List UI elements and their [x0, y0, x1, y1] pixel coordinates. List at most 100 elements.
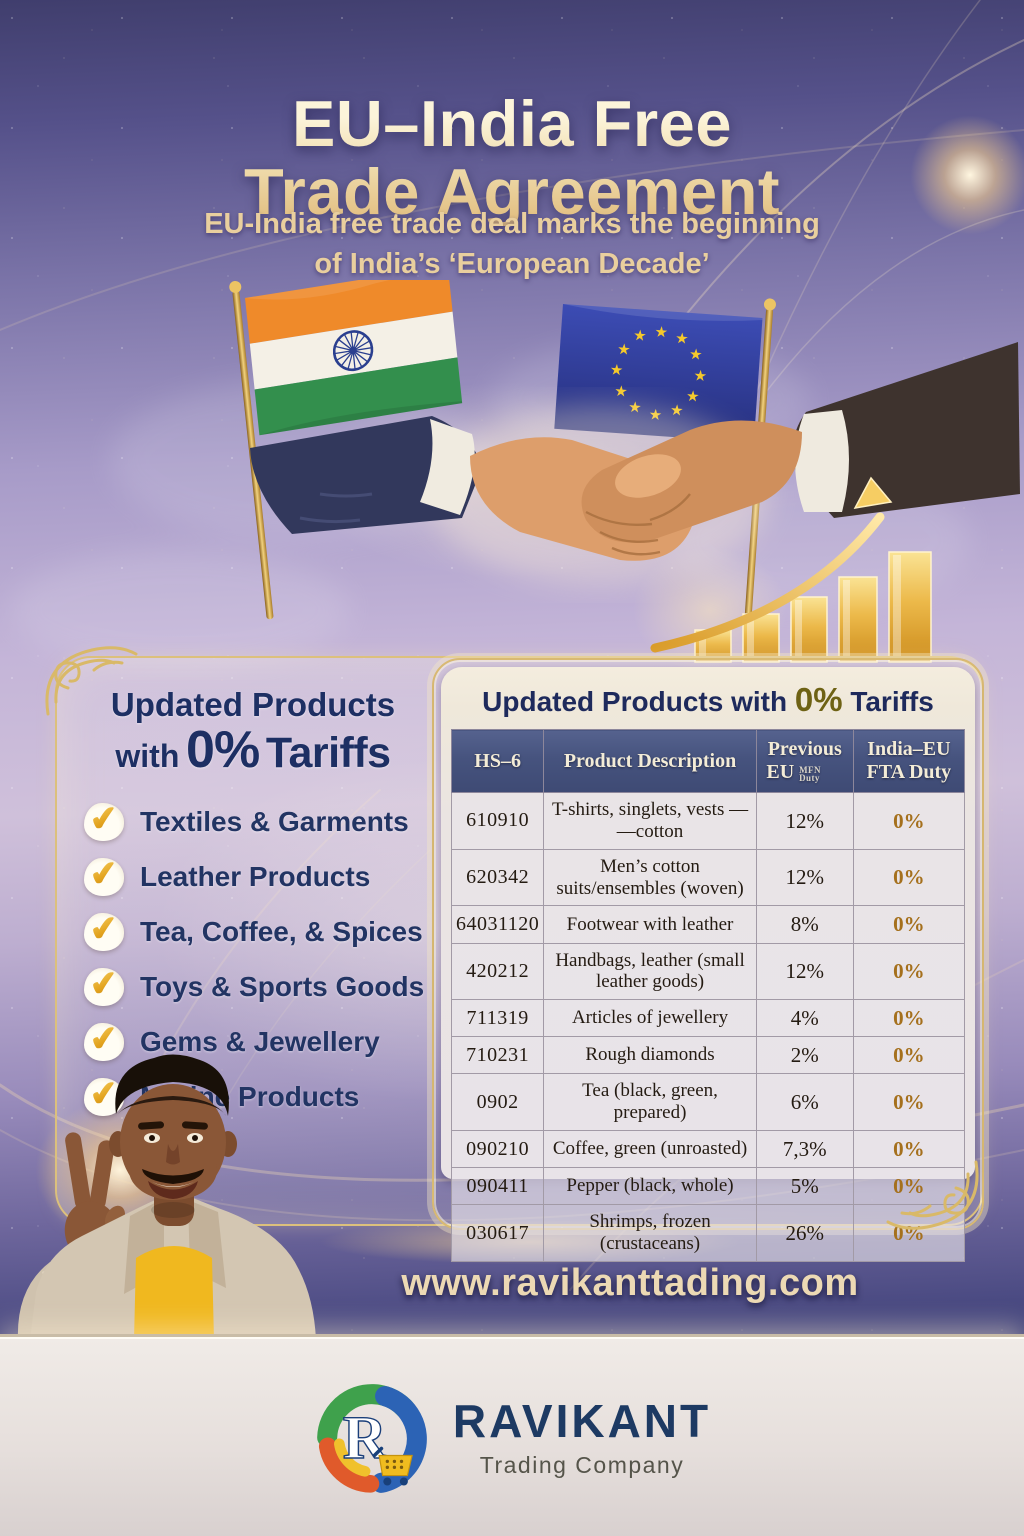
- benefit-item: ✔ Leather Products: [84, 854, 428, 897]
- column-header-fta-duty: India–EU FTA Duty: [852, 729, 966, 793]
- brand-tagline: Trading Company: [479, 1452, 685, 1478]
- checkmark-icon: ✔: [84, 854, 124, 897]
- column-header-previous-duty: Previous EU MFN Duty: [755, 729, 854, 793]
- checkmark-icon: ✔: [84, 1019, 124, 1062]
- fta-duty-cell: 0%: [852, 792, 966, 850]
- description-cell: Pepper (black, whole): [543, 1167, 757, 1206]
- table-row: 711319 Articles of jewellery 4% 0%: [450, 999, 966, 1038]
- svg-text:★: ★: [654, 322, 669, 341]
- hero-illustration: ★ ★★ ★★★ ★★★ ★★★: [10, 280, 1020, 670]
- fta-duty-cell: 0%: [852, 905, 966, 944]
- tariff-table-header: HS–6 Product Description Previous EU MFN …: [450, 729, 966, 793]
- description-cell: Rough diamonds: [543, 1036, 757, 1075]
- eu-stars: ★ ★★ ★★★ ★★★ ★★★: [609, 322, 708, 424]
- benefit-label: Marine Products: [140, 1081, 360, 1113]
- previous-duty-cell: 12%: [755, 792, 854, 850]
- brand-name: RAVIKANT: [452, 1395, 712, 1447]
- benefits-list: ✔ Textiles & Garments ✔ Leather Products ✔ Te…: [78, 799, 428, 1117]
- checkmark-icon: ✔: [84, 909, 124, 952]
- india-flag: [229, 280, 463, 620]
- column-header-hs6: HS–6: [450, 729, 545, 793]
- table-row: 620342 Men’s cotton suits/ensembles (wove…: [450, 848, 966, 907]
- table-row: 710231 Rough diamonds 2% 0%: [450, 1036, 966, 1075]
- footer-brand-band: R RAVIKANT Trading Company: [0, 1337, 1024, 1536]
- svg-text:★: ★: [686, 387, 701, 406]
- hs6-cell: 030617: [450, 1204, 545, 1263]
- previous-duty-cell: 26%: [755, 1204, 854, 1263]
- fta-duty-cell: 0%: [852, 848, 966, 907]
- table-row: 420212 Handbags, leather (small leather g…: [450, 942, 966, 1001]
- checkmark-icon: ✔: [84, 799, 124, 842]
- column-header-description: Product Description: [543, 729, 757, 793]
- svg-text:★: ★: [688, 345, 703, 364]
- fta-duty-cell: 0%: [852, 1073, 966, 1132]
- hs6-cell: 420212: [450, 942, 545, 1001]
- svg-text:★: ★: [675, 329, 690, 348]
- svg-text:★: ★: [693, 366, 708, 385]
- world-map-backdrop: [10, 340, 970, 670]
- svg-text:★: ★: [648, 405, 663, 424]
- fta-duty-cell: 0%: [852, 1130, 966, 1169]
- table-row: 610910 T-shirts, singlets, vests — —cotto…: [450, 792, 966, 850]
- svg-text:★: ★: [609, 360, 624, 379]
- table-row: 0902 Tea (black, green, prepared) 6% 0%: [450, 1073, 966, 1132]
- benefits-panel: Updated Products with 0% Tariffs ✔ Textil…: [78, 668, 428, 1133]
- handshake: [250, 342, 1020, 585]
- svg-text:★: ★: [617, 340, 632, 359]
- benefit-label: Tea, Coffee, & Spices: [140, 916, 423, 948]
- previous-duty-cell: 7,3%: [755, 1130, 854, 1169]
- tariff-table-title: Updated Products with 0% Tariffs: [482, 681, 934, 718]
- checkmark-icon: ✔: [84, 1074, 124, 1117]
- fta-duty-cell: 0%: [852, 1167, 966, 1206]
- brand-logo-icon: R: [317, 1383, 427, 1494]
- hs6-cell: 710231: [450, 1036, 545, 1075]
- glow-handshake: [212, 340, 812, 620]
- table-row: 030617 Shrimps, frozen (crustaceans) 26% 0%: [450, 1204, 966, 1263]
- table-row: 090411 Pepper (black, whole) 5% 0%: [450, 1167, 966, 1206]
- growth-arrow: [650, 512, 885, 653]
- benefits-title: Updated Products with 0% Tariffs: [110, 685, 396, 779]
- description-cell: Men’s cotton suits/ensembles (woven): [543, 848, 757, 907]
- table-row: 64031120 Footwear with leather 8% 0%: [450, 905, 966, 944]
- description-cell: Articles of jewellery: [543, 999, 757, 1038]
- benefit-item: ✔ Textiles & Garments: [84, 799, 428, 842]
- tariff-table-wrap: Updated Products with 0% Tariffs HS–6 Pr…: [441, 667, 975, 1263]
- tariff-table-card: Updated Products with 0% Tariffs HS–6 Pr…: [432, 658, 984, 1263]
- previous-duty-cell: 2%: [755, 1036, 854, 1075]
- growth-bar-chart: [650, 476, 932, 663]
- hs6-cell: 0902: [450, 1073, 545, 1132]
- page-subtitle: EU-India free trade deal marks the begin…: [204, 208, 820, 281]
- benefit-label: Leather Products: [140, 861, 371, 893]
- fta-duty-cell: 0%: [852, 1036, 966, 1075]
- description-cell: Footwear with leather: [543, 905, 757, 944]
- benefit-item: ✔ Tea, Coffee, & Spices: [84, 909, 428, 952]
- description-cell: T-shirts, singlets, vests — —cotton: [543, 792, 757, 850]
- hs6-cell: 711319: [450, 999, 545, 1038]
- benefit-item: ✔ Toys & Sports Goods: [84, 964, 428, 1007]
- hs6-cell: 620342: [450, 848, 545, 907]
- previous-duty-cell: 5%: [755, 1167, 854, 1206]
- fta-duty-cell: 0%: [852, 1204, 966, 1263]
- previous-duty-cell: 6%: [755, 1073, 854, 1132]
- eu-flag: ★ ★★ ★★★ ★★★ ★★★: [554, 298, 776, 628]
- hs6-cell: 090411: [450, 1167, 545, 1206]
- svg-text:★: ★: [614, 382, 629, 401]
- benefit-label: Toys & Sports Goods: [140, 971, 425, 1003]
- description-cell: Shrimps, frozen (crustaceans): [543, 1204, 757, 1263]
- description-cell: Coffee, green (unroasted): [543, 1130, 757, 1169]
- hs6-cell: 090210: [450, 1130, 545, 1169]
- fta-duty-cell: 0%: [852, 942, 966, 1001]
- website-url: www.ravikanttading.com: [401, 1262, 859, 1304]
- benefit-label: Gems & Jewellery: [140, 1026, 380, 1058]
- table-row: 090210 Coffee, green (unroasted) 7,3% 0%: [450, 1130, 966, 1169]
- checkmark-icon: ✔: [84, 964, 124, 1007]
- benefit-item: ✔ Marine Products: [84, 1074, 428, 1117]
- benefit-label: Textiles & Garments: [140, 806, 409, 838]
- cart-icon: [372, 1446, 413, 1485]
- previous-duty-cell: 12%: [755, 848, 854, 907]
- hs6-cell: 610910: [450, 792, 545, 850]
- previous-duty-cell: 12%: [755, 942, 854, 1001]
- svg-text:★: ★: [628, 398, 643, 417]
- benefit-item: ✔ Gems & Jewellery: [84, 1019, 428, 1062]
